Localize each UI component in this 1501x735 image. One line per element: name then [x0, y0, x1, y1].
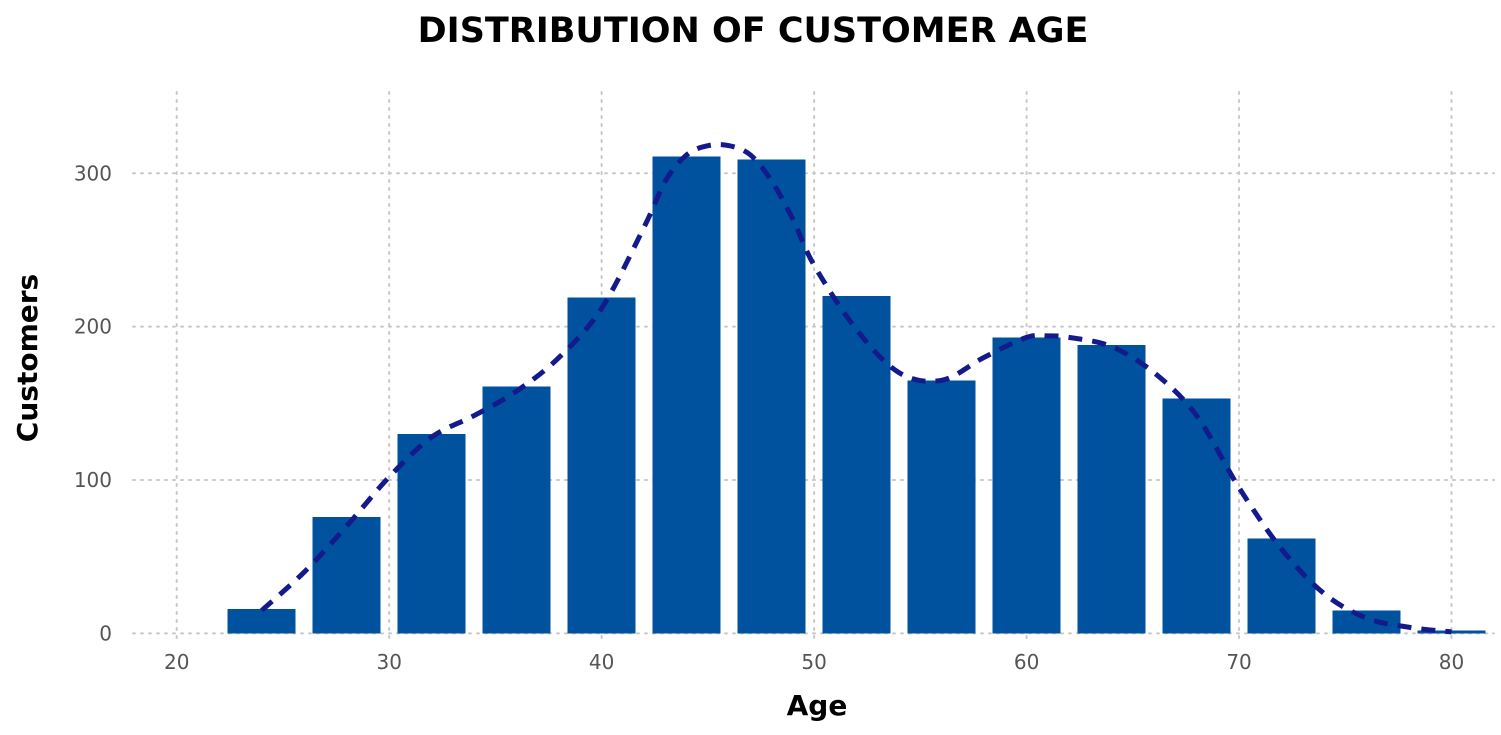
chart-title: DISTRIBUTION OF CUSTOMER AGE [418, 11, 1089, 51]
histogram-bar [737, 159, 806, 634]
bars [227, 156, 1486, 634]
x-tick-label: 70 [1226, 650, 1251, 674]
histogram-bar [907, 380, 976, 634]
x-tick-label: 80 [1439, 650, 1464, 674]
y-axis-title: Customers [11, 274, 44, 442]
histogram-bar [992, 337, 1061, 634]
x-tick-label: 20 [164, 650, 189, 674]
histogram-bar [1162, 398, 1231, 634]
x-axis-title: Age [787, 689, 848, 722]
y-tick-label: 200 [74, 315, 112, 339]
histogram-bar [312, 516, 381, 634]
histogram-bar [397, 434, 466, 634]
y-tick-label: 100 [74, 468, 112, 492]
density-curve-layer [260, 142, 1452, 635]
density-curve [260, 142, 1452, 635]
y-tick-label: 0 [99, 621, 112, 645]
x-tick-label: 50 [801, 650, 826, 674]
histogram-bar [482, 386, 551, 634]
x-tick-label: 40 [589, 650, 614, 674]
histogram-bar [652, 156, 721, 634]
histogram-bar [822, 295, 891, 634]
x-axis-ticks: 20 30 40 50 60 70 80 [164, 650, 1464, 674]
histogram-bar [1247, 538, 1316, 634]
y-tick-label: 300 [74, 161, 112, 185]
histogram-bar [567, 297, 636, 634]
x-tick-label: 30 [376, 650, 401, 674]
x-tick-label: 60 [1014, 650, 1039, 674]
histogram-bar [1332, 610, 1401, 634]
histogram-bar [227, 608, 296, 634]
histogram-bar [1077, 345, 1146, 634]
y-axis-ticks: 0 100 200 300 [74, 161, 112, 645]
